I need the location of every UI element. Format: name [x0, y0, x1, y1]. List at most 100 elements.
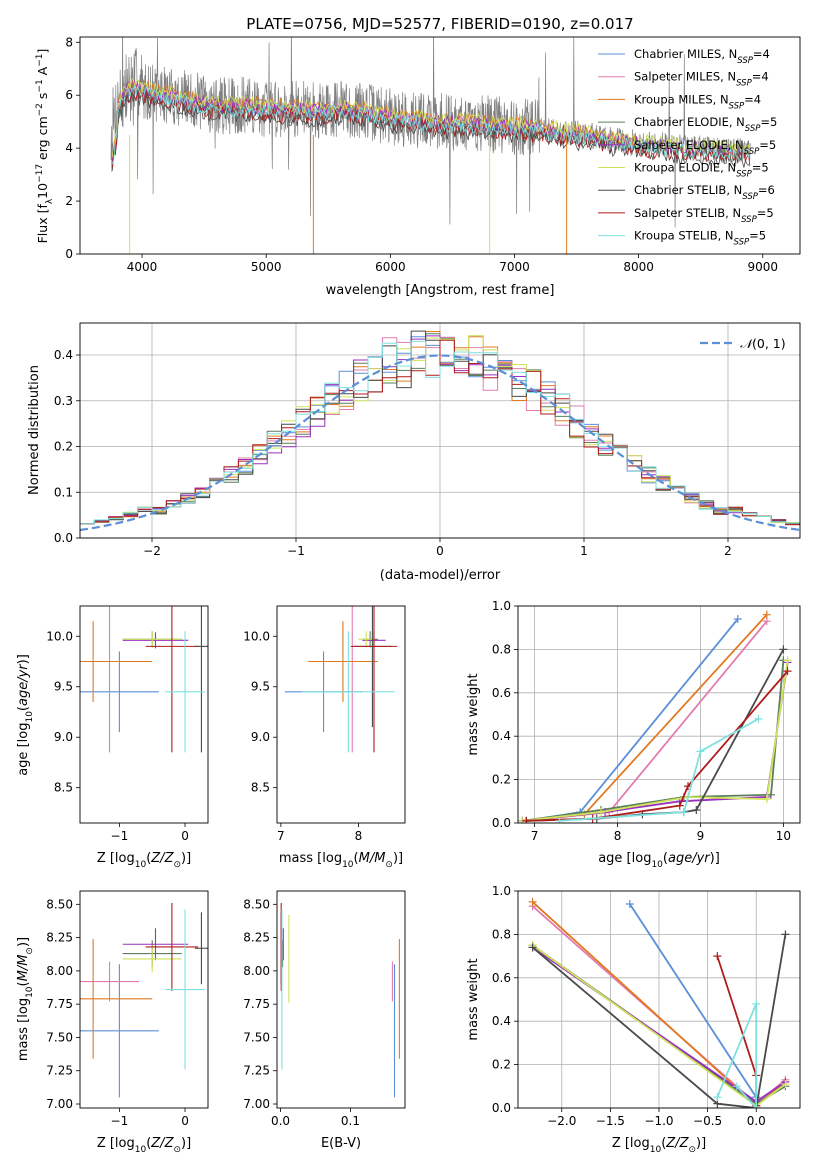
- series-line: [522, 614, 768, 822]
- y-tick-label: 7.25: [243, 1064, 270, 1078]
- x-tick-label: 9000: [747, 260, 778, 274]
- series-point: [528, 943, 537, 952]
- y-tick-label: 10.0: [46, 629, 73, 643]
- y-tick-label: 0.2: [492, 1058, 511, 1072]
- legend-label: Chabrier STELIB, NSSP=6: [634, 183, 775, 202]
- mass-z-panel: −1 0 7.00 7.25 7.50 7.75 8.00 8.25 8.50 Z [log10(…: [16, 890, 209, 1155]
- series-point: [732, 1082, 741, 1091]
- series-point: [781, 1080, 790, 1089]
- y-tick-label: 0.1: [54, 485, 73, 499]
- x-tick-label: −1.0: [644, 1114, 673, 1128]
- x-tick-label: 9: [697, 829, 705, 843]
- x-axis-label: wavelength [Angstrom, rest frame]: [326, 283, 555, 298]
- legend-label: Chabrier MILES, NSSP=4: [634, 47, 770, 66]
- y-tick-label: 0.6: [492, 971, 511, 985]
- series-point: [692, 805, 701, 814]
- y-tick-label: 7.25: [46, 1064, 73, 1078]
- legend-label: Chabrier ELODIE, NSSP=5: [634, 115, 777, 134]
- y-tick-label: 8.00: [46, 964, 73, 978]
- series-point: [752, 999, 761, 1008]
- weight-z-panel: −2.0 −1.5 −1.0 −0.5 0.0 0.0 0.2 0.4 0.6 0.8 1.0 Z […: [466, 884, 801, 1155]
- legend-label: Salpeter STELIB, NSSP=5: [634, 206, 774, 225]
- legend-label: Kroupa STELIB, NSSP=5: [634, 229, 766, 248]
- x-tick-label: 0.0: [271, 1114, 290, 1128]
- y-tick-label: 0.0: [54, 531, 73, 545]
- x-tick-label: 7000: [499, 260, 530, 274]
- plot-area: [80, 330, 800, 532]
- y-tick-label: 7.50: [243, 1030, 270, 1044]
- legend-label: Salpeter ELODIE, NSSP=5: [634, 138, 776, 157]
- axes-frame: [517, 605, 801, 824]
- y-tick-label: 0.6: [492, 686, 511, 700]
- series-point: [781, 930, 790, 939]
- series-point: [596, 808, 605, 817]
- axes-frame: [79, 605, 209, 824]
- y-tick-label: 8.5: [54, 781, 73, 795]
- mass-ebv-panel: 0.0 0.1 7.00 7.25 7.50 7.75 8.00 8.25 8.50 E(B-V): [243, 890, 406, 1151]
- series-point: [733, 615, 742, 624]
- series-point: [779, 645, 788, 654]
- x-axis-label: Z [log10(Z/Z⊙)]: [612, 1136, 706, 1155]
- series-point: [762, 795, 771, 804]
- x-tick-label: 0: [181, 829, 189, 843]
- figure-title: PLATE=0756, MJD=52577, FIBERID=0190, z=0…: [246, 15, 633, 33]
- y-tick-label: 4: [65, 141, 73, 155]
- x-tick-label: 4000: [127, 260, 158, 274]
- y-tick-label: 8.50: [46, 897, 73, 911]
- residual-histogram: [80, 340, 800, 525]
- axes-frame: [79, 890, 209, 1109]
- model-spectrum-line: [111, 76, 751, 158]
- normal-curve: [80, 354, 800, 532]
- x-tick-label: −1: [111, 829, 129, 843]
- age-z-panel: −1 0 8.5 9.0 9.5 10.0 Z [log10(Z/Z⊙)] age [log1…: [16, 605, 209, 870]
- y-tick-label: 8: [65, 35, 73, 49]
- legend-label: Kroupa ELODIE, NSSP=5: [634, 161, 769, 180]
- plot-area: [80, 902, 208, 1098]
- y-tick-label: 0: [65, 247, 73, 261]
- y-axis-label: age [log10(age/yr)]: [16, 654, 35, 776]
- y-tick-label: 8.25: [46, 931, 73, 945]
- x-tick-label: −0.5: [693, 1114, 722, 1128]
- axes-frame: [517, 890, 801, 1109]
- y-tick-label: 2: [65, 194, 73, 208]
- y-tick-label: 0.2: [492, 773, 511, 787]
- x-tick-label: 0: [436, 544, 444, 558]
- series-point: [754, 714, 763, 723]
- y-axis-label: mass weight: [466, 673, 481, 755]
- series-line: [559, 718, 759, 822]
- x-tick-label: 8: [614, 829, 622, 843]
- y-axis-label: Flux [fλ10−17 erg cm−2 s−1 A−1]: [35, 49, 55, 244]
- legend: Chabrier MILES, NSSP=4 Salpeter MILES, NS…: [598, 47, 777, 248]
- y-tick-label: 7.50: [46, 1030, 73, 1044]
- x-tick-label: 2: [724, 544, 732, 558]
- series-point: [783, 656, 792, 665]
- y-tick-label: 0.4: [54, 348, 73, 362]
- plot-area: [110, 37, 751, 254]
- spectrum-panel: 4000 5000 6000 7000 8000 9000 0 2 4 6 8 wavelength …: [35, 35, 801, 298]
- legend-label: 𝒩(0, 1): [740, 336, 786, 351]
- plot-area: [284, 606, 398, 753]
- y-tick-label: 0.0: [492, 1101, 511, 1115]
- series-line: [522, 662, 789, 822]
- series-line: [522, 660, 789, 822]
- x-tick-label: 0: [181, 1114, 189, 1128]
- y-tick-label: 9.5: [54, 680, 73, 694]
- series-line: [526, 620, 768, 822]
- y-tick-label: 1.0: [492, 599, 511, 613]
- series-line: [532, 934, 787, 1108]
- y-tick-label: 0.3: [54, 394, 73, 408]
- y-tick-label: 8.25: [243, 931, 270, 945]
- axes-frame: [79, 322, 801, 539]
- series-point: [713, 1093, 722, 1102]
- x-axis-label: Z [log10(Z/Z⊙)]: [97, 1136, 191, 1155]
- series-point: [625, 900, 634, 909]
- x-tick-label: 8000: [623, 260, 654, 274]
- axes-frame: [276, 605, 406, 824]
- legend-label: Salpeter MILES, NSSP=4: [634, 70, 769, 89]
- axes-frame: [276, 890, 406, 1109]
- x-tick-label: −2: [143, 544, 161, 558]
- y-tick-label: 6: [65, 88, 73, 102]
- x-tick-label: 10: [776, 829, 791, 843]
- plot-area: [518, 610, 792, 823]
- series-point: [679, 808, 688, 817]
